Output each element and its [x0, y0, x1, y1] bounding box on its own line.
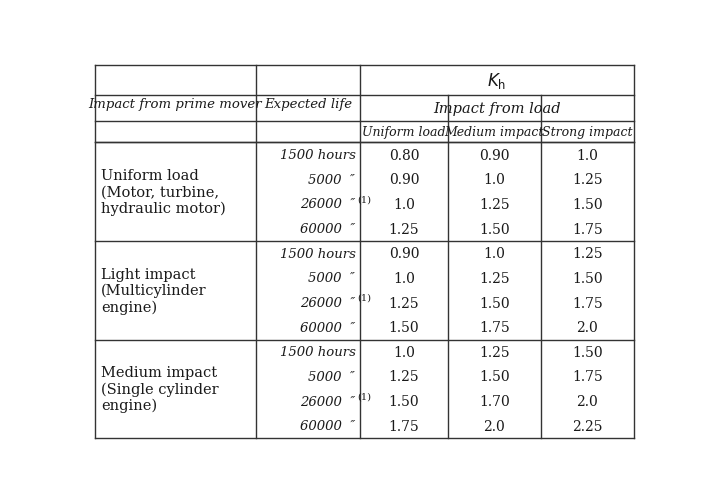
Text: 26000  ″: 26000 ″ — [300, 297, 356, 310]
Text: 1.0: 1.0 — [483, 173, 505, 187]
Text: Medium impact: Medium impact — [444, 126, 544, 139]
Text: 1.25: 1.25 — [479, 272, 510, 286]
Text: 1.50: 1.50 — [479, 296, 510, 310]
Text: (1): (1) — [357, 195, 371, 204]
Text: Strong impact: Strong impact — [542, 126, 633, 139]
Text: 1.75: 1.75 — [479, 321, 510, 335]
Text: 1.75: 1.75 — [572, 370, 603, 384]
Text: (1): (1) — [357, 391, 371, 400]
Text: 1.0: 1.0 — [393, 345, 415, 359]
Text: 60000  ″: 60000 ″ — [300, 223, 356, 235]
Text: 1.50: 1.50 — [572, 272, 602, 286]
Text: 1.50: 1.50 — [572, 197, 602, 211]
Text: 1.25: 1.25 — [389, 222, 419, 236]
Text: 1.25: 1.25 — [389, 370, 419, 384]
Text: Uniform load: Uniform load — [362, 126, 446, 139]
Text: 1.0: 1.0 — [576, 148, 598, 162]
Text: Expected life: Expected life — [264, 98, 352, 111]
Text: 1500 hours: 1500 hours — [279, 247, 356, 260]
Text: 0.90: 0.90 — [389, 247, 419, 261]
Text: 1.25: 1.25 — [479, 197, 510, 211]
Text: 1500 hours: 1500 hours — [279, 149, 356, 162]
Text: 1.50: 1.50 — [479, 222, 510, 236]
Text: 2.25: 2.25 — [572, 419, 602, 433]
Text: Impact from load: Impact from load — [433, 102, 561, 116]
Text: 2.0: 2.0 — [577, 321, 598, 335]
Text: 1.50: 1.50 — [389, 394, 419, 408]
Text: 60000  ″: 60000 ″ — [300, 419, 356, 432]
Text: 1.0: 1.0 — [483, 247, 505, 261]
Text: Impact from prime mover: Impact from prime mover — [88, 98, 262, 111]
Text: 5000  ″: 5000 ″ — [309, 370, 356, 383]
Text: 1.0: 1.0 — [393, 272, 415, 286]
Text: 26000  ″: 26000 ″ — [300, 198, 356, 211]
Text: 26000  ″: 26000 ″ — [300, 395, 356, 408]
Text: 1.25: 1.25 — [572, 247, 602, 261]
Text: $K_{\mathrm{h}}$: $K_{\mathrm{h}}$ — [487, 71, 506, 91]
Text: 1.75: 1.75 — [388, 419, 419, 433]
Text: 2.0: 2.0 — [483, 419, 505, 433]
Text: 1.50: 1.50 — [572, 345, 602, 359]
Text: 1.50: 1.50 — [389, 321, 419, 335]
Text: 1.70: 1.70 — [479, 394, 510, 408]
Text: (1): (1) — [357, 293, 371, 302]
Text: 5000  ″: 5000 ″ — [309, 272, 356, 285]
Text: 1.50: 1.50 — [479, 370, 510, 384]
Text: 1.75: 1.75 — [572, 222, 603, 236]
Text: 1500 hours: 1500 hours — [279, 346, 356, 359]
Text: 0.90: 0.90 — [389, 173, 419, 187]
Text: Medium impact
(Single cylinder
engine): Medium impact (Single cylinder engine) — [101, 365, 219, 413]
Text: 1.25: 1.25 — [572, 173, 602, 187]
Text: 0.80: 0.80 — [389, 148, 419, 162]
Text: Light impact
(Multicylinder
engine): Light impact (Multicylinder engine) — [101, 267, 207, 314]
Text: 1.0: 1.0 — [393, 197, 415, 211]
Text: 5000  ″: 5000 ″ — [309, 173, 356, 186]
Text: Uniform load
(Motor, turbine,
hydraulic motor): Uniform load (Motor, turbine, hydraulic … — [101, 169, 226, 216]
Text: 1.25: 1.25 — [389, 296, 419, 310]
Text: 1.25: 1.25 — [479, 345, 510, 359]
Text: 0.90: 0.90 — [479, 148, 510, 162]
Text: 60000  ″: 60000 ″ — [300, 321, 356, 334]
Text: 2.0: 2.0 — [577, 394, 598, 408]
Text: 1.75: 1.75 — [572, 296, 603, 310]
